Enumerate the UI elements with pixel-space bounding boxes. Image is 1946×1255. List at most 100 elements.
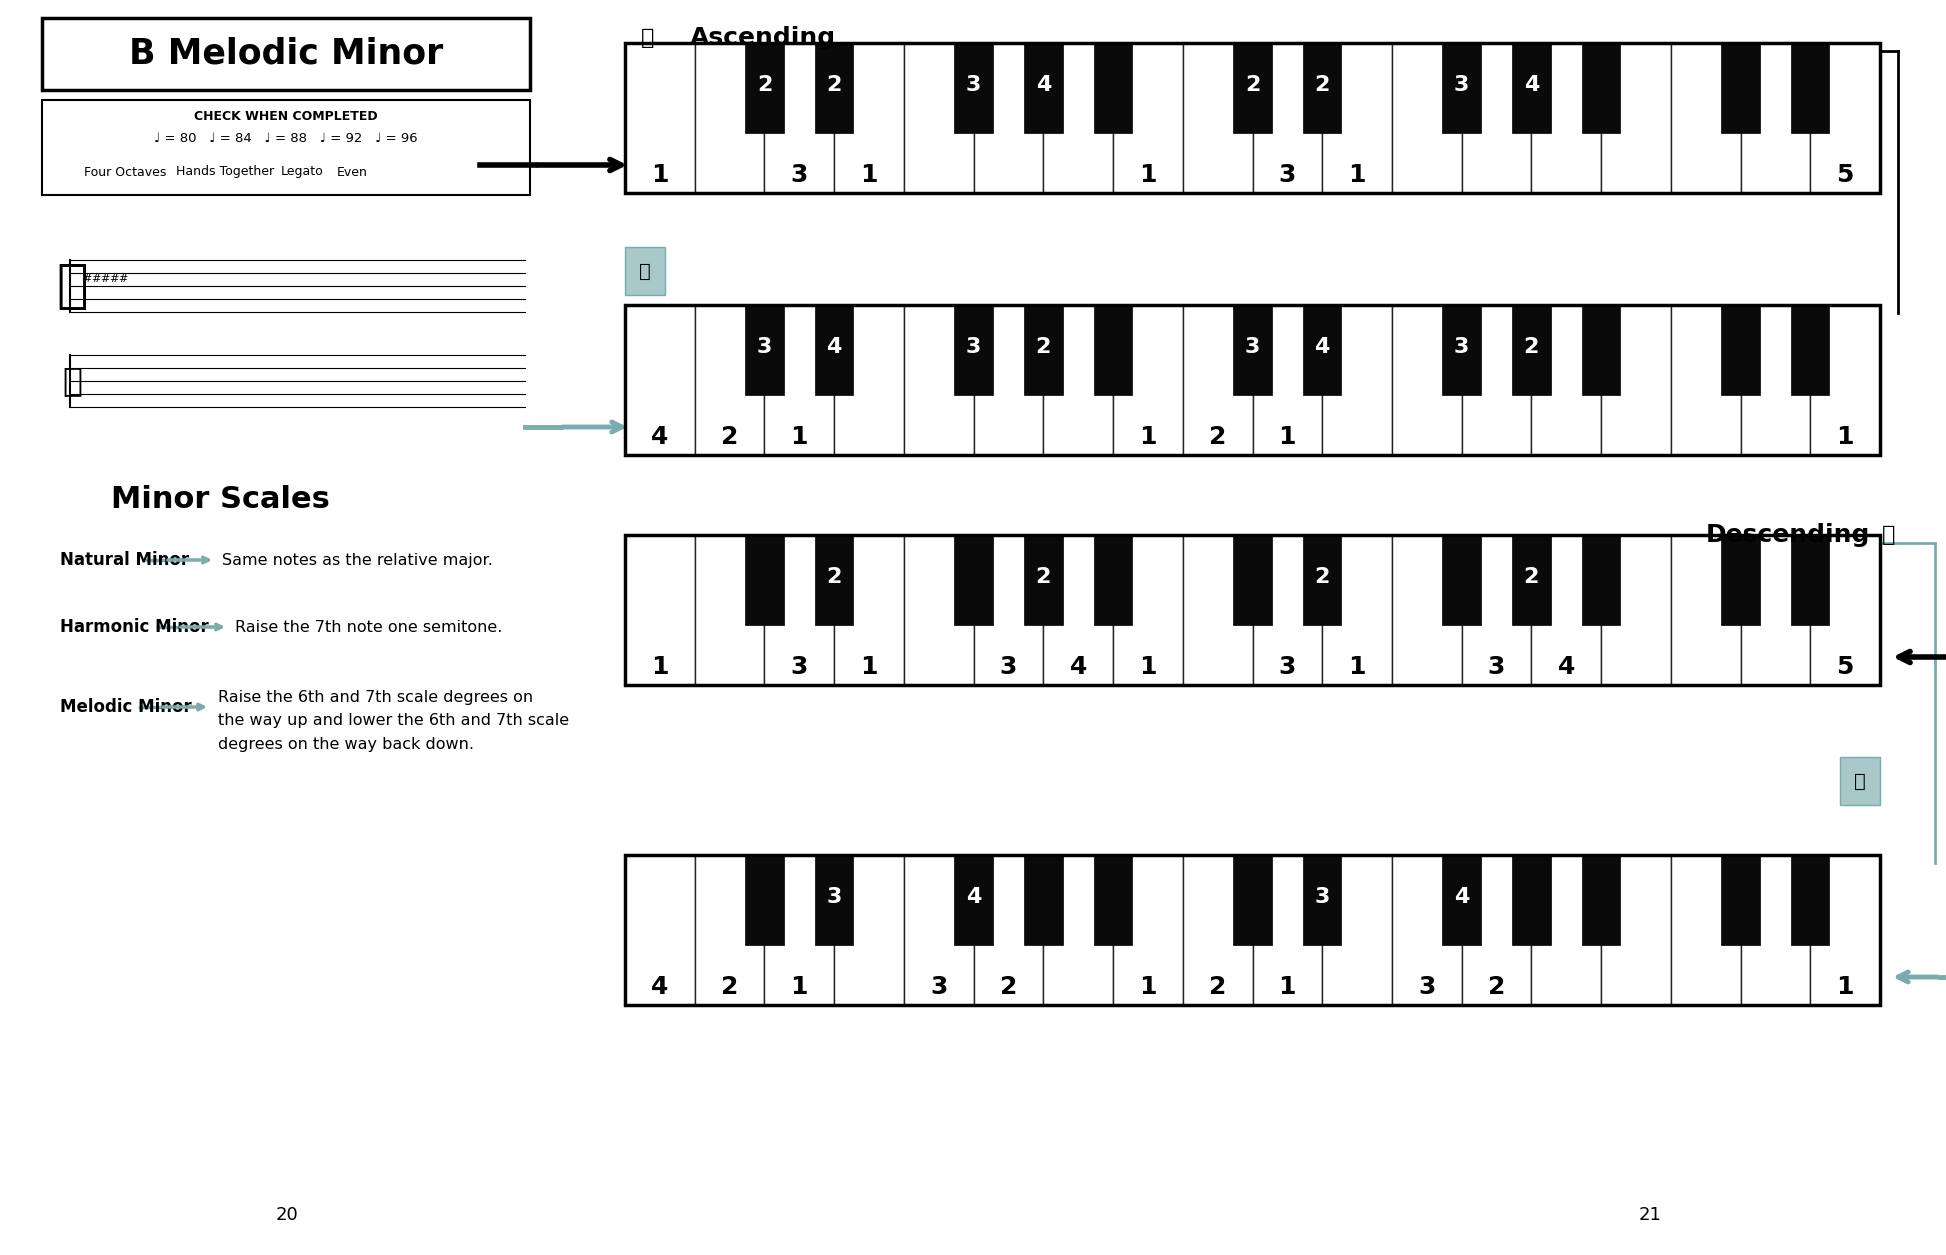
Bar [1183, 43, 1253, 193]
Bar [973, 535, 1043, 685]
Text: Even: Even [337, 166, 368, 178]
Text: Descending: Descending [1705, 523, 1870, 547]
Bar [1113, 535, 1183, 685]
Text: Ascending: Ascending [691, 26, 837, 50]
Bar [765, 855, 835, 1005]
Bar [1253, 305, 1321, 456]
Bar [1234, 43, 1271, 133]
Text: 1: 1 [860, 163, 878, 187]
Bar [625, 247, 666, 295]
Bar [1183, 855, 1253, 1005]
Bar [745, 43, 784, 133]
Bar [815, 855, 854, 945]
Text: #: # [109, 275, 119, 285]
Text: 2: 2 [1315, 567, 1329, 587]
Text: Hands Together: Hands Together [177, 166, 274, 178]
Bar [1602, 43, 1672, 193]
Bar [1582, 535, 1621, 625]
Bar [835, 43, 903, 193]
Text: 1: 1 [652, 655, 669, 679]
Bar [1253, 535, 1321, 685]
Bar [1740, 535, 1810, 685]
Bar [1024, 855, 1063, 945]
Bar [1512, 535, 1551, 625]
Bar [1582, 43, 1621, 133]
Bar [625, 43, 1880, 193]
Bar [903, 305, 973, 456]
Text: ✋: ✋ [638, 261, 650, 281]
Bar [1094, 305, 1133, 395]
Bar [1532, 855, 1602, 1005]
Text: 3: 3 [827, 887, 843, 907]
Text: 4: 4 [965, 887, 981, 907]
Bar [1672, 535, 1740, 685]
Bar [973, 855, 1043, 1005]
Text: 3: 3 [1454, 75, 1469, 95]
Text: 4: 4 [652, 425, 669, 449]
Text: Raise the 7th note one semitone.: Raise the 7th note one semitone. [235, 620, 502, 635]
Text: 2: 2 [1524, 338, 1539, 356]
Text: 4: 4 [1070, 655, 1088, 679]
Text: 2: 2 [1524, 567, 1539, 587]
Text: 1: 1 [790, 975, 808, 999]
Bar [625, 855, 1880, 1005]
Text: 1: 1 [1279, 975, 1296, 999]
Bar [695, 855, 765, 1005]
Text: 3: 3 [965, 338, 981, 356]
Bar [973, 43, 1043, 193]
Text: 4: 4 [1315, 338, 1329, 356]
Text: 21: 21 [1639, 1206, 1662, 1224]
Bar [745, 855, 784, 945]
Bar [1740, 43, 1810, 193]
Bar [1532, 43, 1602, 193]
Bar [1790, 43, 1829, 133]
Bar [1024, 305, 1063, 395]
Text: #: # [119, 275, 128, 285]
Bar [625, 535, 1880, 685]
Text: 2: 2 [720, 425, 738, 449]
Text: 1: 1 [790, 425, 808, 449]
Text: 2: 2 [827, 567, 843, 587]
Text: 3: 3 [757, 338, 773, 356]
Bar [765, 43, 835, 193]
Bar [835, 305, 903, 456]
Bar [1043, 305, 1113, 456]
Text: #: # [91, 275, 101, 285]
Bar [903, 855, 973, 1005]
Bar [1321, 43, 1391, 193]
Text: Minor Scales: Minor Scales [111, 486, 329, 515]
Text: ✋: ✋ [1855, 772, 1866, 791]
Bar [1841, 757, 1880, 804]
Bar [1043, 535, 1113, 685]
Bar [1810, 305, 1880, 456]
Bar [1810, 535, 1880, 685]
Bar [1304, 535, 1341, 625]
Text: 2: 2 [1208, 975, 1226, 999]
Bar [765, 305, 835, 456]
Text: 1: 1 [860, 655, 878, 679]
Bar [70, 167, 80, 177]
Bar [815, 43, 854, 133]
Text: 3: 3 [1454, 338, 1469, 356]
Bar [954, 305, 992, 395]
Bar [1512, 43, 1551, 133]
Text: Melodic Minor: Melodic Minor [60, 698, 193, 717]
Bar [1391, 305, 1461, 456]
Bar [1582, 305, 1621, 395]
Bar [1391, 43, 1461, 193]
Text: 2: 2 [757, 75, 773, 95]
Text: CHECK WHEN COMPLETED: CHECK WHEN COMPLETED [195, 109, 378, 123]
Bar [1442, 855, 1481, 945]
Bar [903, 43, 973, 193]
Bar [43, 18, 529, 90]
Text: #: # [82, 275, 91, 285]
Bar [1234, 305, 1271, 395]
Text: 4: 4 [1454, 887, 1469, 907]
Bar [1672, 305, 1740, 456]
Bar [1602, 305, 1672, 456]
Bar [1790, 855, 1829, 945]
Bar [162, 167, 173, 177]
Bar [625, 305, 1880, 456]
Text: 𝄞: 𝄞 [56, 260, 88, 312]
Text: 3: 3 [930, 975, 948, 999]
